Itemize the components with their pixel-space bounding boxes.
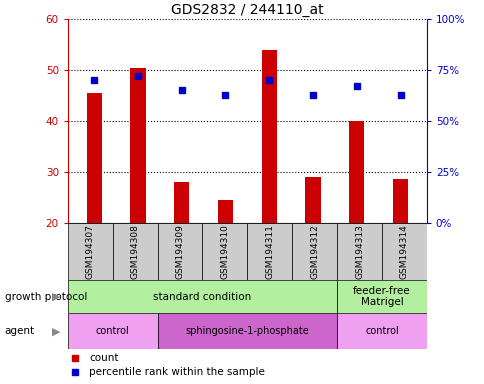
Text: ▶: ▶ bbox=[52, 291, 60, 302]
Bar bbox=[68, 223, 112, 280]
Text: count: count bbox=[89, 353, 119, 363]
Text: control: control bbox=[96, 326, 129, 336]
Bar bbox=[174, 182, 189, 223]
Bar bbox=[381, 223, 426, 280]
Bar bbox=[202, 223, 247, 280]
Text: standard condition: standard condition bbox=[153, 291, 251, 302]
Bar bbox=[305, 177, 320, 223]
Text: growth protocol: growth protocol bbox=[5, 291, 87, 302]
Text: GSM194311: GSM194311 bbox=[265, 224, 274, 279]
Title: GDS2832 / 244110_at: GDS2832 / 244110_at bbox=[171, 3, 323, 17]
Bar bbox=[336, 280, 426, 313]
Text: sphingosine-1-phosphate: sphingosine-1-phosphate bbox=[185, 326, 309, 336]
Bar bbox=[336, 313, 426, 349]
Text: GSM194308: GSM194308 bbox=[130, 224, 139, 279]
Bar bbox=[157, 223, 202, 280]
Bar bbox=[217, 200, 233, 223]
Text: control: control bbox=[364, 326, 398, 336]
Bar bbox=[68, 280, 336, 313]
Text: GSM194309: GSM194309 bbox=[175, 224, 184, 279]
Text: GSM194307: GSM194307 bbox=[86, 224, 95, 279]
Bar bbox=[336, 223, 381, 280]
Text: GSM194314: GSM194314 bbox=[399, 224, 408, 279]
Text: GSM194310: GSM194310 bbox=[220, 224, 229, 279]
Bar bbox=[157, 313, 336, 349]
Text: GSM194312: GSM194312 bbox=[309, 224, 318, 279]
Bar bbox=[392, 179, 408, 223]
Bar bbox=[86, 93, 102, 223]
Text: percentile rank within the sample: percentile rank within the sample bbox=[89, 367, 265, 377]
Bar bbox=[247, 223, 291, 280]
Text: agent: agent bbox=[5, 326, 35, 336]
Bar bbox=[291, 223, 336, 280]
Bar bbox=[112, 223, 157, 280]
Bar bbox=[261, 50, 276, 223]
Text: ▶: ▶ bbox=[52, 326, 60, 336]
Text: GSM194313: GSM194313 bbox=[354, 224, 363, 279]
Bar bbox=[348, 121, 363, 223]
Bar bbox=[68, 313, 157, 349]
Text: feeder-free
Matrigel: feeder-free Matrigel bbox=[352, 286, 410, 308]
Bar bbox=[130, 68, 145, 223]
